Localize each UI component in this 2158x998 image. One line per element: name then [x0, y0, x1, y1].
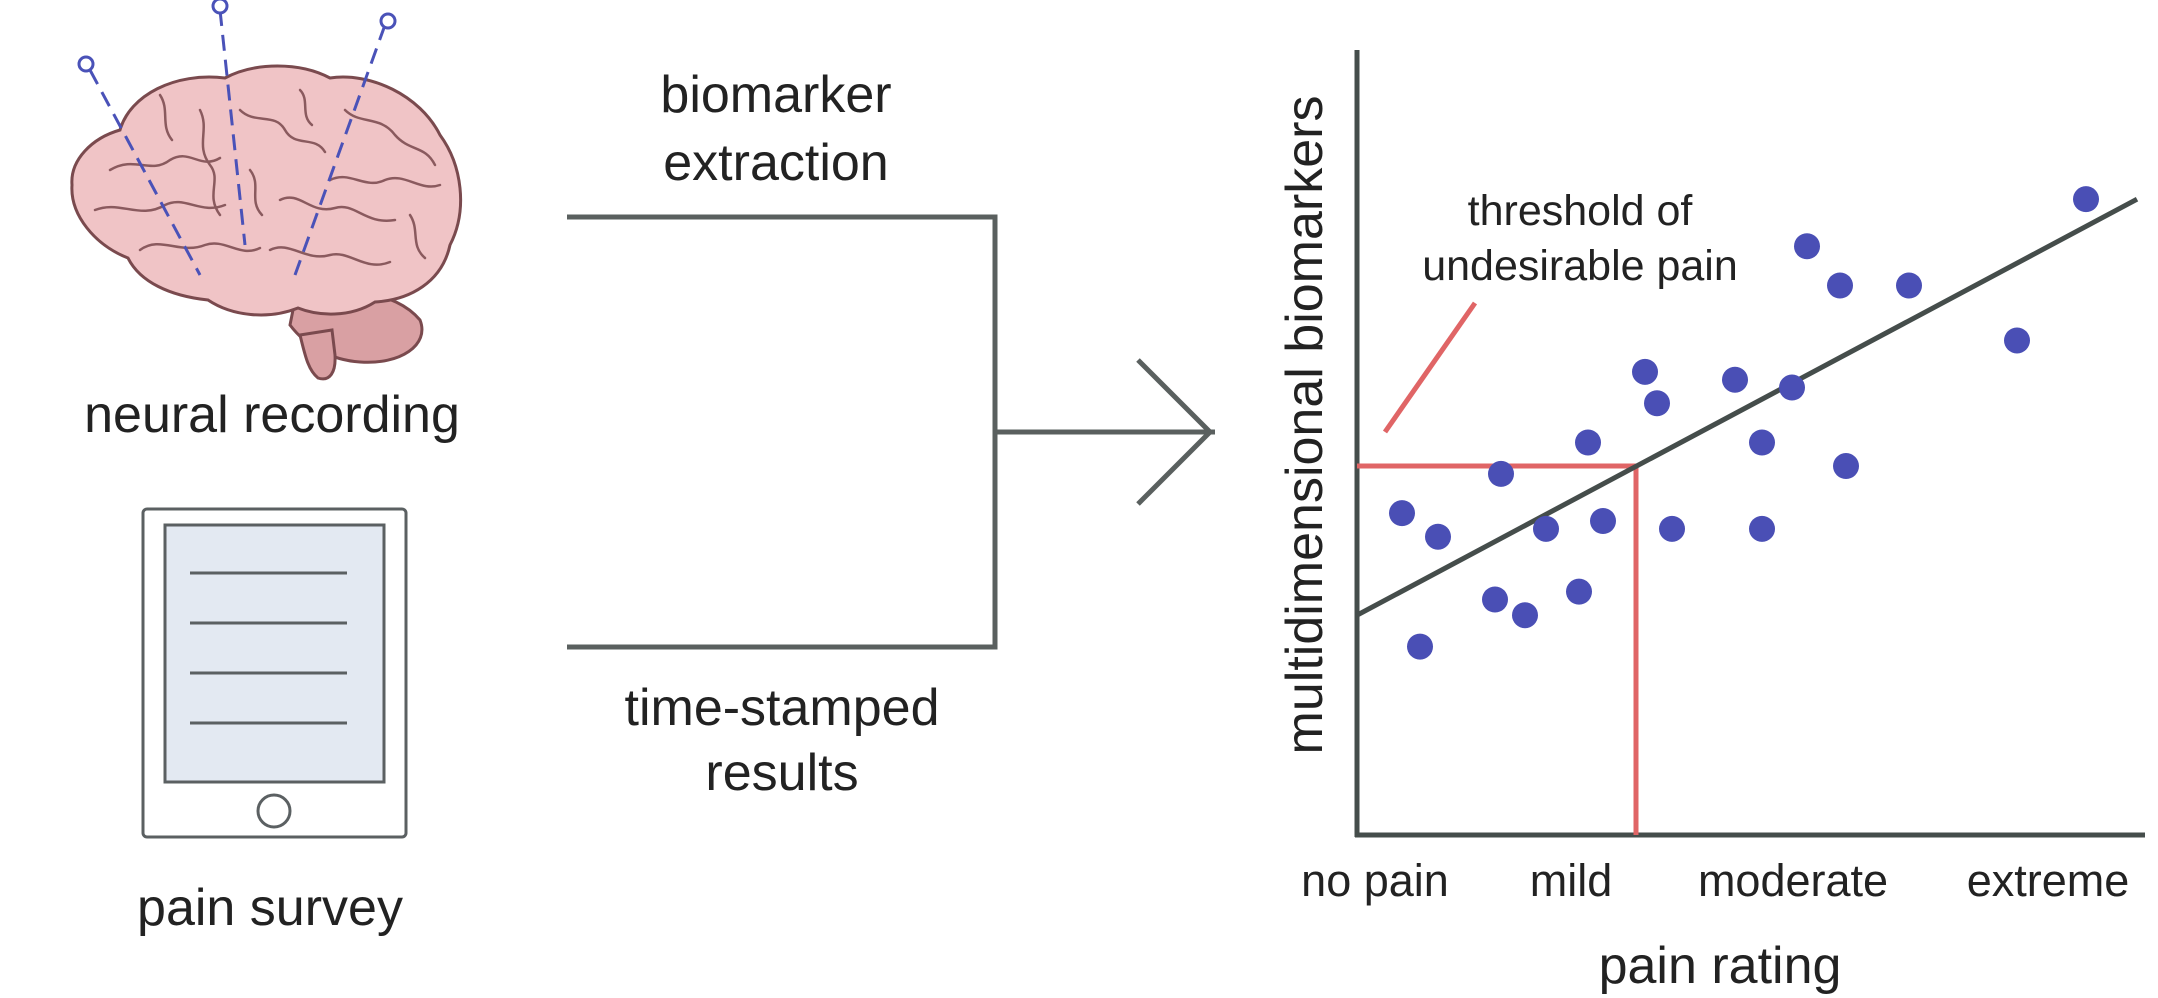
data-point-3	[1488, 460, 1515, 487]
data-point-5	[1512, 602, 1539, 629]
electrode-probes	[77, 0, 397, 276]
y-axis-label: multidimensional biomarkers	[1276, 96, 1334, 755]
threshold-label-line1: threshold of	[1468, 187, 1694, 235]
data-point-8	[1575, 429, 1602, 456]
data-point-7	[1566, 578, 1593, 605]
merge-bracket	[567, 214, 1215, 650]
data-point-15	[1749, 515, 1776, 542]
data-point-20	[1896, 272, 1923, 299]
threshold-label-line2: undesirable pain	[1422, 242, 1738, 290]
time-stamped-label-line2: results	[705, 744, 858, 802]
x-tick-label-0: no pain	[1301, 855, 1449, 906]
data-point-12	[1659, 515, 1686, 542]
data-point-18	[1827, 272, 1854, 299]
data-point-13	[1722, 366, 1749, 393]
data-point-14	[1749, 429, 1776, 456]
tablet-icon	[141, 507, 408, 839]
x-tick-label-3: extreme	[1967, 855, 2130, 906]
x-axis-label: pain rating	[1599, 937, 1842, 995]
data-point-22	[2073, 186, 2100, 213]
data-point-1	[1425, 523, 1452, 550]
biomarker-extraction-label-line1: biomarker	[660, 66, 891, 124]
threshold-pointer	[1382, 301, 1478, 434]
neural-recording-label: neural recording	[84, 386, 460, 444]
data-point-21	[2004, 327, 2031, 354]
x-tick-label-1: mild	[1530, 855, 1613, 906]
scatter-chart: no pain mild moderate extreme threshold of …	[1276, 50, 2145, 995]
data-point-9	[1590, 508, 1617, 534]
data-point-16	[1779, 374, 1806, 401]
pain-survey-label: pain survey	[137, 879, 403, 937]
data-point-11	[1644, 390, 1671, 417]
data-point-6	[1533, 515, 1560, 542]
data-point-2	[1407, 633, 1434, 660]
data-points	[1389, 186, 2100, 660]
biomarker-extraction-label-line2: extraction	[663, 134, 888, 192]
data-point-17	[1794, 233, 1821, 260]
arrow-head-icon	[1136, 358, 1214, 506]
data-point-4	[1482, 586, 1509, 613]
trend-line-segment	[1355, 196, 2139, 618]
time-stamped-label-line1: time-stamped	[625, 679, 940, 737]
x-tick-labels: no pain mild moderate extreme	[1301, 855, 2129, 906]
brain-icon	[70, 0, 463, 381]
data-point-0	[1389, 500, 1416, 527]
data-point-19	[1833, 453, 1860, 480]
data-point-10	[1632, 358, 1659, 385]
x-tick-label-2: moderate	[1698, 855, 1888, 906]
trend-line	[1355, 196, 2139, 618]
